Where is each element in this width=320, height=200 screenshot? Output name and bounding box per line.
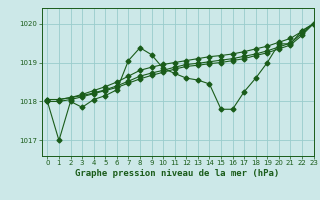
X-axis label: Graphe pression niveau de la mer (hPa): Graphe pression niveau de la mer (hPa) — [76, 169, 280, 178]
